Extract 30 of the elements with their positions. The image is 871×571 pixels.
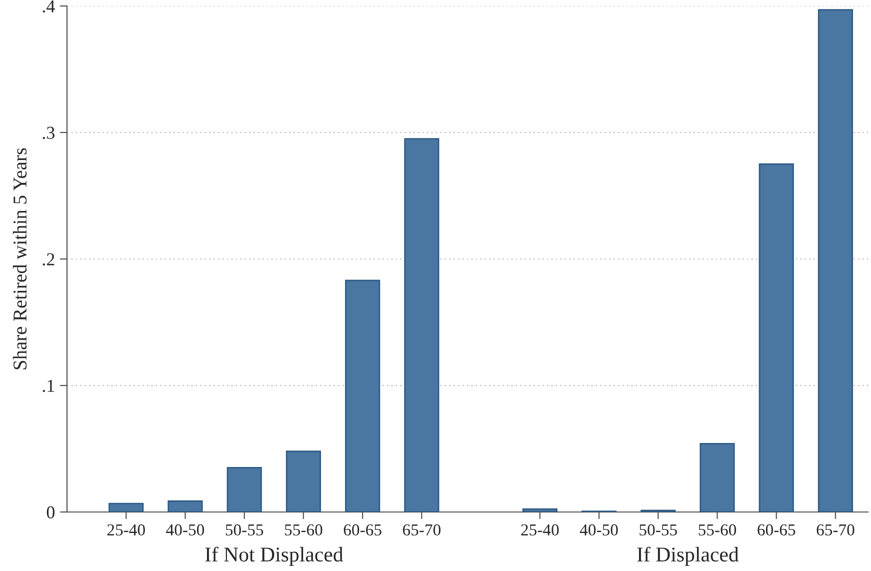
- x-tick-label: 50-55: [640, 524, 677, 536]
- y-tick-label: 0: [46, 506, 55, 518]
- bar: [226, 467, 262, 512]
- x-tick-label: 55-60: [698, 524, 736, 536]
- bar: [286, 450, 321, 512]
- bar: [758, 163, 794, 512]
- bar: [404, 138, 440, 512]
- y-axis-title: Share Retired within 5 Years: [12, 148, 27, 370]
- bar: [168, 500, 203, 512]
- y-tick-label: .1: [42, 380, 54, 392]
- x-tick-label: 55-60: [284, 524, 322, 536]
- bar: [522, 508, 558, 512]
- x-tick-label: 65-70: [816, 524, 854, 536]
- bar: [700, 442, 735, 512]
- x-tick-label: 25-40: [107, 524, 145, 536]
- x-tick-label: 40-50: [580, 524, 618, 536]
- y-tick-label: .2: [42, 253, 54, 266]
- x-tick-label: 25-40: [521, 524, 559, 536]
- y-tick-label: .4: [42, 0, 55, 13]
- x-tick-label: 60-65: [344, 524, 382, 536]
- x-tick-label: 50-55: [226, 524, 264, 536]
- x-tick-label: 40-50: [166, 524, 204, 536]
- x-tick-label: 65-70: [402, 524, 440, 536]
- bar: [108, 502, 144, 512]
- bar: [818, 9, 854, 512]
- text: If Displaced: [637, 546, 739, 566]
- y-tick-label: .3: [42, 126, 54, 140]
- x-tick-label: 60-65: [758, 524, 796, 536]
- text: If Not Displaced: [205, 546, 344, 566]
- bar: [345, 280, 380, 512]
